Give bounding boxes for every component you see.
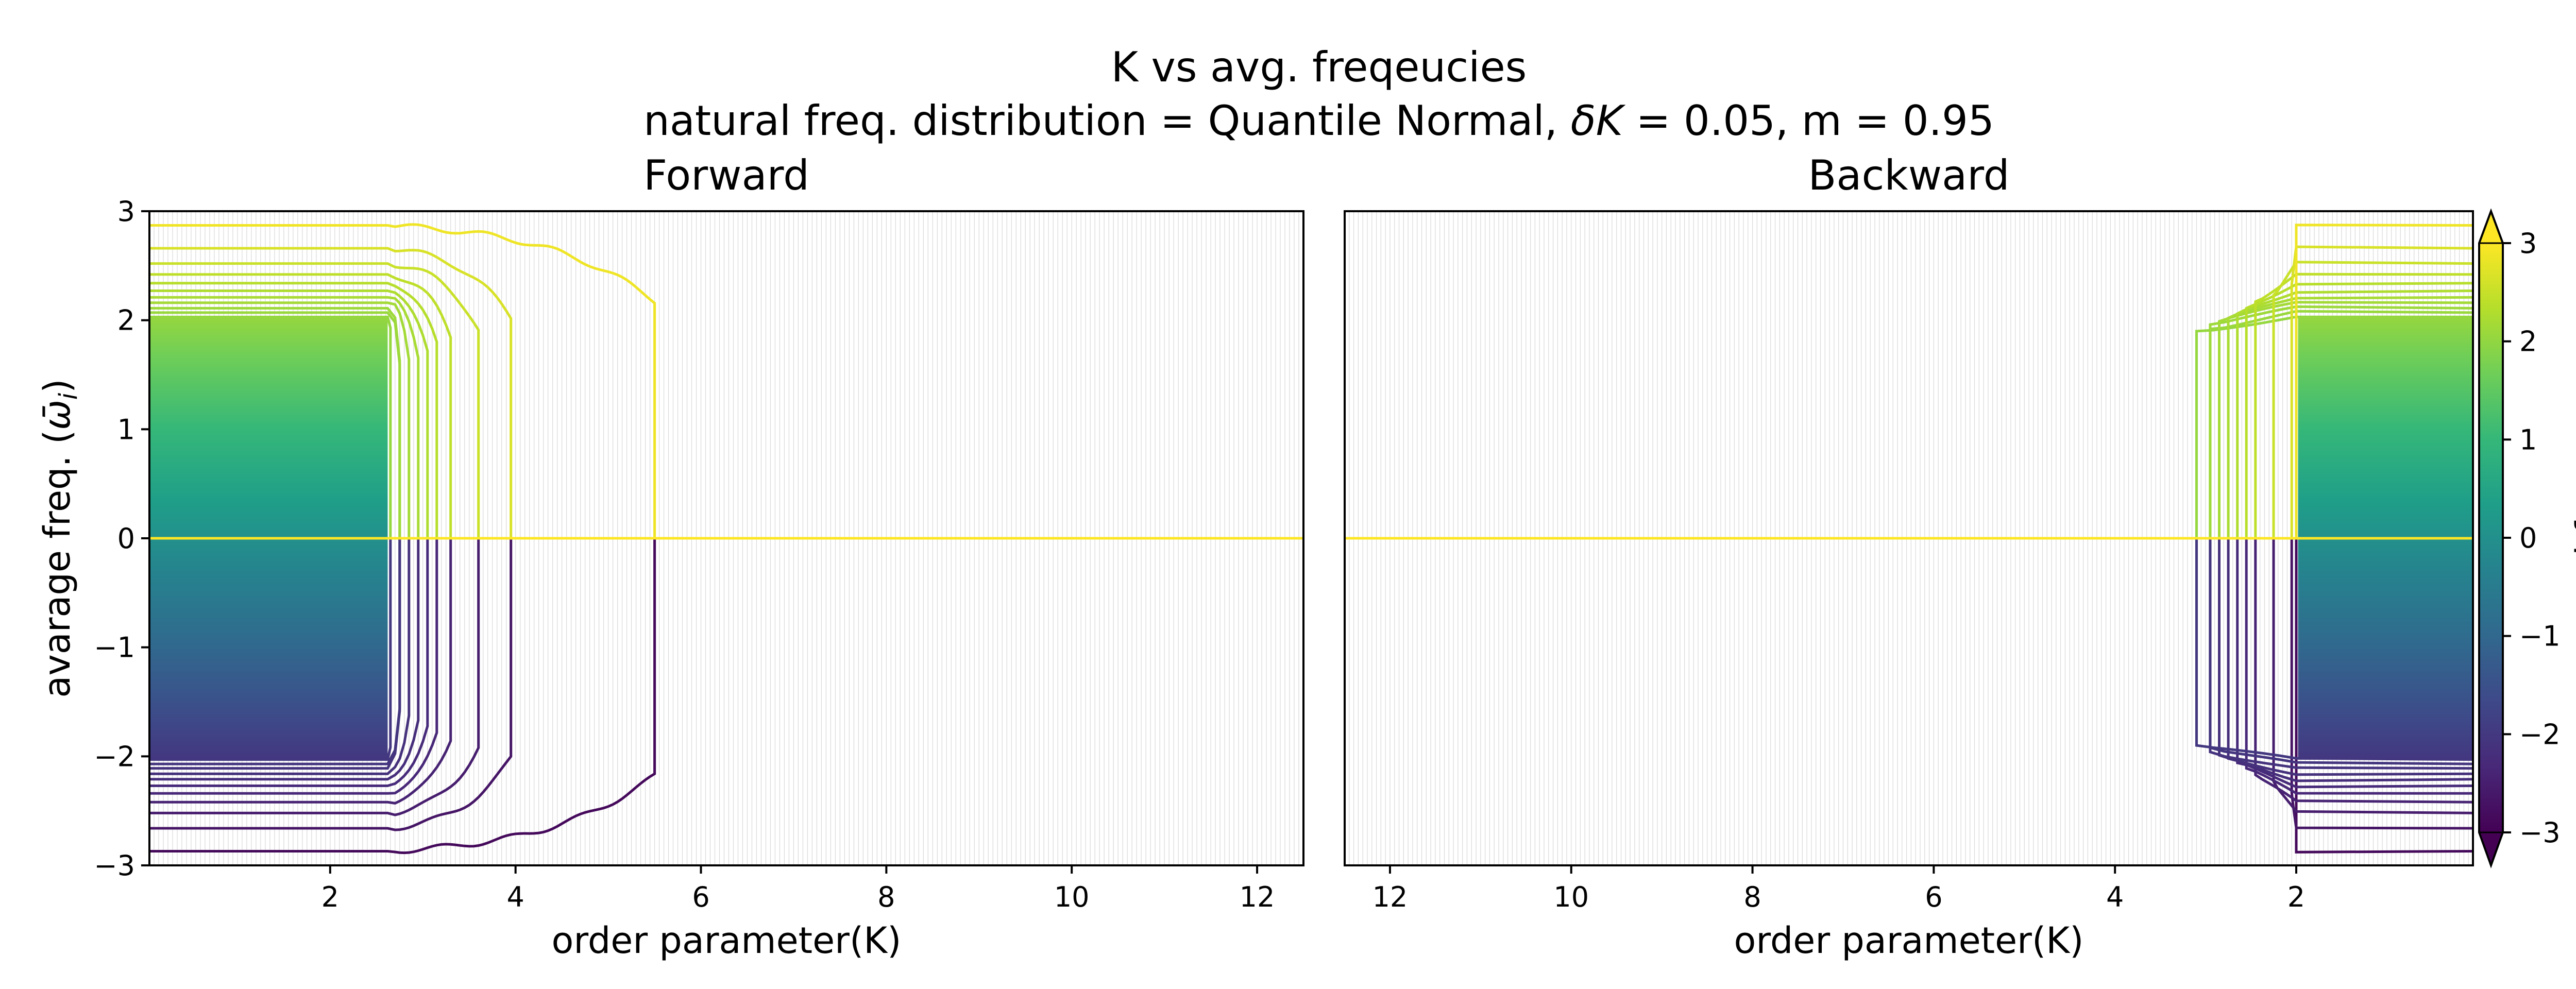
xlabel-forward: order parameter(K) (552, 919, 902, 962)
series-line-backward (2209, 538, 2473, 770)
series-line-backward (2245, 282, 2473, 538)
colorbar-label-math: ω (2568, 409, 2576, 439)
axes-frame-backward (1344, 210, 2474, 866)
series-line-forward (149, 262, 480, 538)
xtick-label: 6 (692, 881, 709, 913)
colorbar: −3 −2 −1 0 1 2 3 natural freq. ωi (2478, 208, 2576, 868)
series-line-forward (149, 315, 392, 538)
series-line-forward (149, 282, 438, 538)
figure-subtitle: natural freq. distribution = Quantile No… (643, 97, 1994, 145)
panel-backward: Backward 12 10 8 6 4 2 order parameter(K) (1344, 151, 2474, 962)
series-line-backward (2245, 538, 2473, 795)
colorbar-label: natural freq. ωi (2568, 402, 2576, 674)
xtick-label: 4 (2106, 881, 2124, 913)
yticks-forward: −3 −2 −1 0 1 2 3 (94, 195, 149, 882)
series-line-backward (2195, 538, 2473, 761)
colorbar-tick-label: −3 (2519, 816, 2561, 849)
xtick-label: 10 (1553, 881, 1589, 913)
series-line-backward (2236, 538, 2473, 789)
colorbar-extend-bottom (2478, 831, 2504, 868)
xticks-forward: 2 4 6 8 10 12 (321, 865, 1275, 913)
series-line-forward (149, 538, 411, 775)
series-line-forward (149, 538, 513, 831)
series-line-forward (149, 538, 429, 787)
ytick-label: 2 (117, 304, 135, 337)
series-forward (149, 223, 1303, 855)
figure-subtitle-delta: δK (1571, 97, 1626, 145)
series-line-forward (149, 223, 656, 538)
series-line-forward (149, 538, 438, 795)
figure-subtitle-suffix: = 0.05, m = 0.95 (1623, 97, 1994, 145)
fill-backward (2298, 317, 2473, 760)
colorbar-tick-label: 2 (2519, 326, 2537, 358)
figure-subtitle-prefix: natural freq. distribution = Quantile No… (643, 97, 1571, 145)
series-line-forward (149, 273, 452, 538)
ylabel-close: ) (36, 379, 78, 393)
series-line-forward (149, 296, 420, 538)
series-line-backward (2254, 538, 2473, 804)
figure-title: K vs avg. freqeucies (1111, 43, 1527, 91)
colorbar-tick-label: 0 (2519, 522, 2537, 554)
ylabel-text: avarage freq. ( (36, 430, 78, 698)
ytick-label: 1 (117, 413, 135, 446)
series-line-forward (149, 538, 420, 781)
ylabel-forward: avarage freq. (ω̄i) (36, 379, 83, 697)
colorbar-tick-label: −1 (2519, 620, 2561, 653)
colorbar-tick-label: 3 (2519, 227, 2537, 260)
series-backward (1345, 224, 2473, 854)
ytick-label: −3 (94, 849, 135, 882)
series-line-backward (2295, 224, 2473, 538)
xticks-backward: 12 10 8 6 4 2 (1372, 865, 2305, 913)
xtick-label: 8 (1743, 881, 1761, 913)
ytick-label: 0 (117, 522, 135, 555)
colorbar-label-text: natural freq. (2568, 439, 2576, 674)
ytick-label: −2 (94, 740, 135, 773)
series-line-forward (149, 538, 392, 761)
ylabel-sub: i (54, 393, 83, 400)
series-line-forward (149, 538, 401, 765)
xtick-label: 2 (321, 881, 339, 913)
series-line-forward (149, 538, 452, 805)
xtick-label: 12 (1240, 881, 1275, 913)
xtick-label: 4 (507, 881, 524, 913)
ylabel-math: ω̄ (36, 400, 78, 430)
series-line-forward (149, 538, 656, 855)
colorbar-ticks: −3 −2 −1 0 1 2 3 (2503, 227, 2561, 849)
colorbar-tick-label: 1 (2519, 423, 2537, 456)
ytick-label: 3 (117, 195, 135, 228)
panel-title-forward: Forward (643, 151, 809, 199)
series-line-forward (149, 289, 429, 538)
xtick-label: 6 (1925, 881, 1942, 913)
series-line-backward (2272, 538, 2473, 814)
series-line-backward (2290, 538, 2473, 830)
xtick-label: 10 (1054, 881, 1090, 913)
series-line-forward (149, 538, 480, 816)
series-line-forward (149, 247, 513, 538)
xtick-label: 2 (2287, 881, 2305, 913)
ytick-label: −1 (94, 632, 135, 664)
colorbar-tick-label: −2 (2519, 718, 2561, 751)
series-line-forward (149, 306, 401, 538)
xlabel-backward: order parameter(K) (1734, 919, 2084, 962)
xtick-label: 12 (1372, 881, 1408, 913)
panel-title-backward: Backward (1808, 151, 2010, 199)
colorbar-extend-top (2478, 209, 2504, 244)
xtick-label: 8 (877, 881, 895, 913)
colorbar-body (2479, 243, 2503, 832)
series-line-forward (149, 301, 411, 538)
